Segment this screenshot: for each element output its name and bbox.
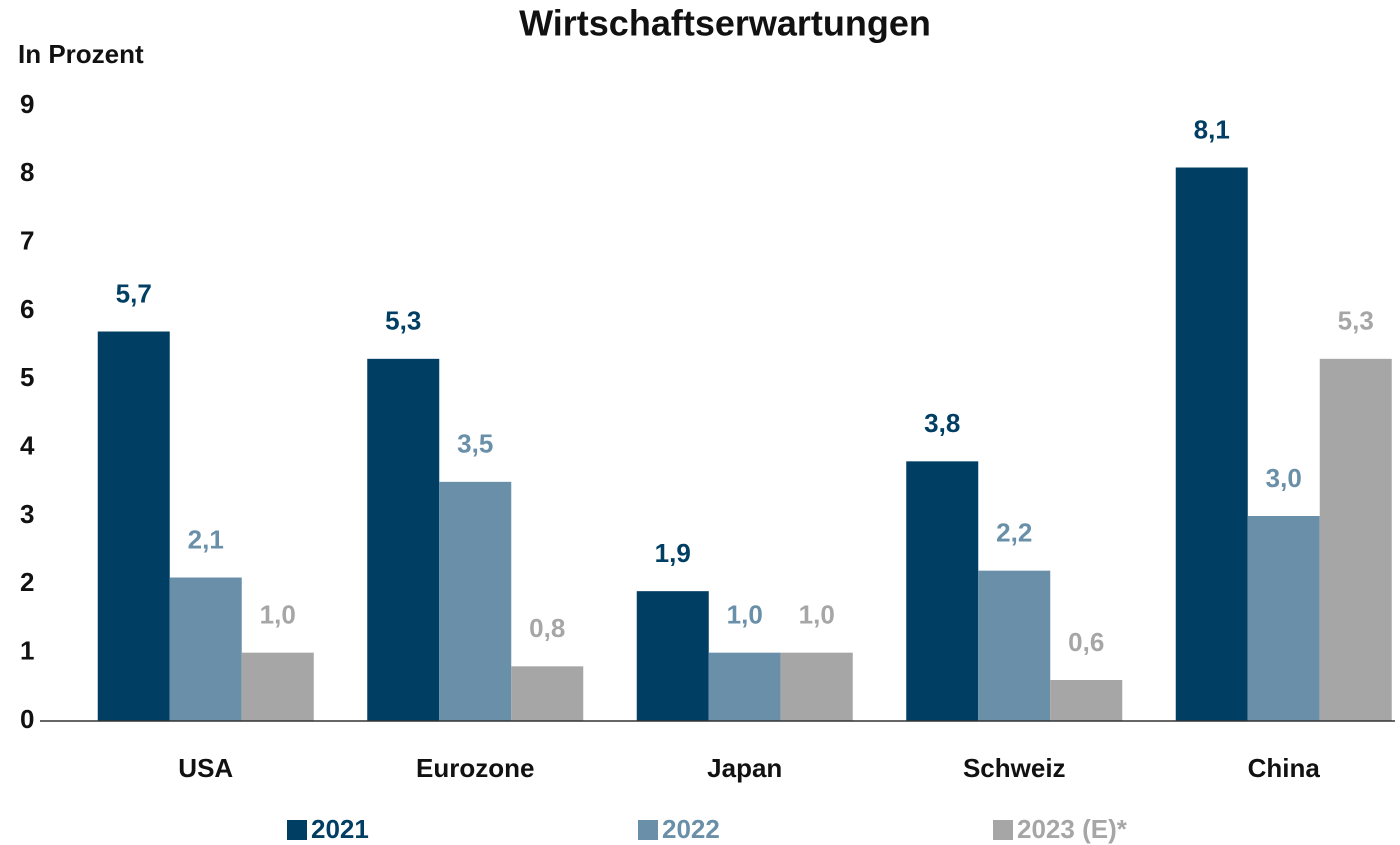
value-label: 2,1: [188, 524, 224, 554]
value-label: 1,9: [655, 538, 691, 568]
bar: [1247, 516, 1320, 721]
legend-swatch: [287, 820, 307, 840]
x-tick-label: Schweiz: [963, 753, 1066, 783]
value-label: 1,0: [799, 600, 835, 630]
bar: [1319, 358, 1392, 721]
bar: [241, 652, 314, 721]
y-tick-label: 7: [20, 226, 34, 256]
bar: [511, 666, 584, 721]
y-tick-label: 4: [20, 431, 35, 461]
value-label: 5,7: [116, 278, 152, 308]
value-label: 3,8: [924, 408, 960, 438]
bar: [367, 358, 440, 721]
legend-swatch: [993, 820, 1013, 840]
value-label: 5,3: [1338, 306, 1374, 336]
value-label: 0,6: [1068, 627, 1104, 657]
bar: [636, 591, 709, 721]
y-tick-label: 8: [20, 157, 34, 187]
bar: [708, 652, 781, 721]
value-label: 0,8: [529, 613, 565, 643]
value-label: 3,5: [457, 429, 493, 459]
x-tick-label: China: [1248, 753, 1321, 783]
legend-swatch: [638, 820, 658, 840]
value-label: 1,0: [727, 600, 763, 630]
value-label: 1,0: [260, 600, 296, 630]
x-tick-label: USA: [178, 753, 233, 783]
bar: [780, 652, 853, 721]
y-tick-label: 5: [20, 362, 34, 392]
value-label: 3,0: [1266, 463, 1302, 493]
value-label: 8,1: [1194, 114, 1230, 144]
bar: [906, 461, 979, 721]
y-tick-label: 6: [20, 294, 34, 324]
legend-label: 2022: [662, 814, 720, 844]
x-tick-label: Japan: [707, 753, 782, 783]
legend-label: 2021: [311, 814, 369, 844]
bar: [1175, 167, 1248, 721]
bar: [439, 481, 512, 721]
y-tick-label: 9: [20, 89, 34, 119]
y-tick-label: 0: [20, 704, 34, 734]
y-tick-label: 1: [20, 636, 34, 666]
y-tick-label: 3: [20, 499, 34, 529]
x-tick-label: Eurozone: [416, 753, 534, 783]
legend-label: 2023 (E)*: [1017, 814, 1128, 844]
bar: [97, 331, 170, 721]
value-label: 5,3: [385, 306, 421, 336]
value-label: 2,2: [996, 518, 1032, 548]
y-axis-label: In Prozent: [18, 39, 144, 69]
bar: [169, 577, 242, 721]
chart-title: Wirtschaftserwartungen: [519, 3, 931, 44]
bar: [978, 570, 1051, 721]
y-tick-label: 2: [20, 567, 34, 597]
bar: [1050, 680, 1123, 721]
